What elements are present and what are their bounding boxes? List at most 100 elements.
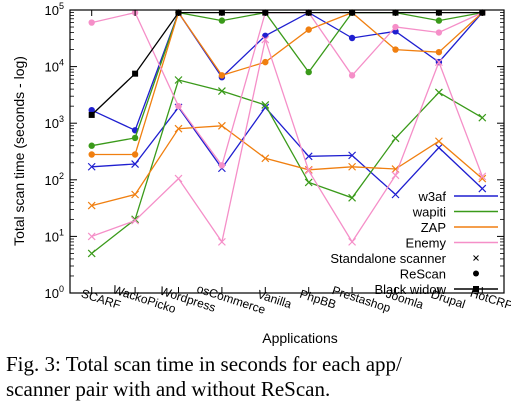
series-line <box>91 11 483 147</box>
data-point-cross <box>217 121 226 130</box>
legend-label: ReScan <box>400 267 446 282</box>
data-point-cross <box>391 190 400 199</box>
data-point-dot <box>348 72 356 79</box>
legend-dot-sample <box>473 270 479 277</box>
legend-label: Enemy <box>406 236 447 251</box>
series-line <box>91 125 483 207</box>
y-tick-label-exponent: 3 <box>59 114 64 124</box>
data-point-cross <box>174 174 183 183</box>
data-point-cross <box>434 88 443 97</box>
data-point-dot <box>88 142 95 149</box>
data-point-square <box>88 111 95 118</box>
data-point-cross <box>348 151 357 160</box>
data-point-dot <box>131 134 139 142</box>
data-point-dot <box>392 46 399 53</box>
legend-label: wapiti <box>412 205 446 220</box>
series-rescan-w3af <box>88 9 486 134</box>
series-line <box>91 106 483 196</box>
series-line <box>91 11 483 156</box>
data-point-cross <box>478 184 487 193</box>
data-point-cross <box>87 201 96 210</box>
series-line <box>91 79 483 254</box>
data-point-dot <box>348 34 356 42</box>
data-point-dot <box>88 19 95 26</box>
data-point-cross <box>478 172 487 181</box>
data-point-cross <box>391 134 400 143</box>
y-tick-label-exponent: 2 <box>59 171 64 181</box>
data-point-dot <box>175 102 182 110</box>
legend-square-sample <box>473 286 479 292</box>
data-point-cross <box>87 249 96 258</box>
y-axis-label: Total scan time (seconds - log) <box>11 56 27 246</box>
series-rescan-zap <box>88 9 486 158</box>
plot-content <box>87 9 487 258</box>
caption-line-2: scanner pair with and without ReScan. <box>6 377 331 401</box>
data-point-dot <box>305 26 312 33</box>
data-point-cross <box>87 162 96 171</box>
data-point-dot <box>218 17 226 24</box>
data-point-cross <box>434 58 443 67</box>
data-point-cross <box>131 216 140 225</box>
y-tick-label-base: 10 <box>45 286 59 301</box>
data-point-dot <box>435 48 443 56</box>
figure-caption: Fig. 3: Total scan time in seconds for e… <box>6 352 506 402</box>
y-tick-label-base: 10 <box>45 229 59 244</box>
data-point-cross <box>261 35 270 44</box>
x-axis-label: Applications <box>262 330 338 346</box>
data-point-dot <box>435 29 443 36</box>
data-point-dot <box>218 72 226 79</box>
y-tick-label: 104 <box>45 58 64 75</box>
data-point-dot <box>88 151 95 158</box>
data-point-cross <box>131 190 140 199</box>
y-tick-label-base: 10 <box>45 173 59 188</box>
data-point-square <box>132 70 139 77</box>
data-point-cross <box>304 166 313 175</box>
y-tick-label: 103 <box>45 114 64 131</box>
data-point-cross <box>87 232 96 241</box>
data-point-cross <box>304 152 313 161</box>
data-point-dot <box>392 23 399 31</box>
data-point-cross <box>261 154 270 163</box>
data-point-cross <box>478 113 487 122</box>
data-point-dot <box>88 106 95 114</box>
y-tick-label-base: 10 <box>45 116 59 131</box>
plot-frame <box>69 9 505 294</box>
y-tick-label: 105 <box>45 1 64 18</box>
series-standalone-wapiti <box>87 76 487 258</box>
series-line <box>91 11 483 132</box>
data-point-cross <box>217 87 226 95</box>
series-standalone-zap <box>87 121 487 210</box>
y-tick-label-exponent: 1 <box>59 227 64 237</box>
series-line <box>91 37 483 244</box>
series-standalone-enemy <box>87 35 487 246</box>
data-point-cross <box>348 162 357 171</box>
x-axis: SCARFWackoPickoWordpressosCommerceVanill… <box>79 10 511 317</box>
data-point-cross <box>174 76 183 84</box>
data-point-dot <box>218 162 226 169</box>
data-point-cross <box>131 160 140 168</box>
y-tick-label-exponent: 5 <box>59 1 64 11</box>
data-point-cross <box>348 237 357 246</box>
y-tick-label-exponent: 0 <box>59 284 64 294</box>
data-point-cross <box>174 124 183 133</box>
legend-label: w3af <box>418 189 447 204</box>
y-tick-label-exponent: 4 <box>59 58 64 68</box>
legend-label: Black widow <box>374 282 446 297</box>
data-point-cross <box>434 143 443 152</box>
data-point-cross <box>348 193 357 202</box>
y-tick-label: 100 <box>45 284 64 301</box>
legend-label: ZAP <box>421 220 446 235</box>
series-standalone-w3af <box>87 103 487 199</box>
y-tick-label-base: 10 <box>45 3 59 18</box>
caption-line-1: Fig. 3: Total scan time in seconds for e… <box>6 352 402 376</box>
data-point-cross <box>391 171 400 180</box>
y-tick-label: 101 <box>45 227 64 244</box>
data-point-dot <box>435 17 443 24</box>
data-point-cross <box>261 101 270 109</box>
series-line <box>91 11 483 116</box>
y-tick-label: 102 <box>45 171 64 188</box>
data-point-dot <box>305 68 312 76</box>
